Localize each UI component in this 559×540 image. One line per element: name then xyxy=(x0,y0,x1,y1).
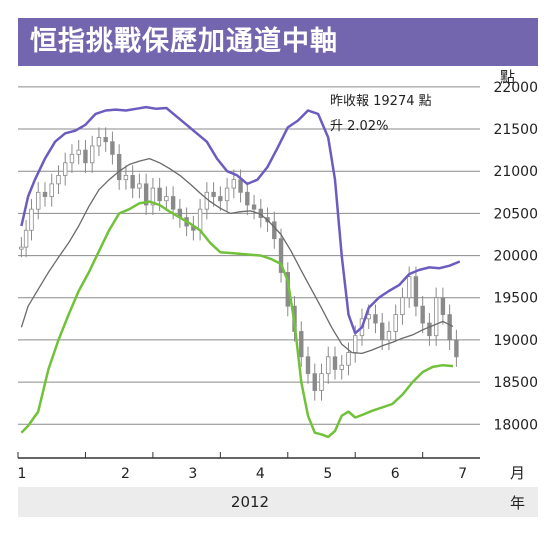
candle-body xyxy=(211,191,216,197)
candle-body xyxy=(278,238,284,273)
y-tick-label: 18000 xyxy=(493,417,538,433)
candle-body xyxy=(312,373,317,391)
candle-body xyxy=(413,276,419,307)
candle-body xyxy=(56,175,61,185)
candle-body xyxy=(23,229,29,248)
candle-body xyxy=(110,141,115,155)
candle-body xyxy=(319,373,324,391)
y-tick-label: 22000 xyxy=(493,80,538,96)
candle-body xyxy=(96,137,102,147)
chart-title: 恒指挑戰保歷加通道中軸 xyxy=(18,18,538,66)
candle-body xyxy=(49,183,54,197)
candle-body xyxy=(454,339,459,358)
x-unit-month: 月 xyxy=(510,464,525,482)
x-unit-year: 年 xyxy=(510,494,525,512)
candle-body xyxy=(116,153,122,181)
candle-body xyxy=(433,297,439,337)
candle-body xyxy=(29,208,34,231)
candle-body xyxy=(83,149,88,164)
y-tick-label: 21500 xyxy=(493,122,538,138)
bollinger-bands xyxy=(20,105,461,439)
candle-body xyxy=(231,179,237,189)
candle-body xyxy=(238,179,243,193)
annotation-close: 昨收報 19274 點 xyxy=(330,94,432,109)
candle-body xyxy=(346,352,351,366)
candle-body xyxy=(386,331,392,341)
x-tick-label: 3 xyxy=(188,466,197,482)
y-tick-label: 19000 xyxy=(493,333,538,349)
candle-body xyxy=(76,149,81,155)
candle-body xyxy=(420,305,425,324)
candle-body xyxy=(123,175,129,181)
x-tick-label: 2 xyxy=(121,466,130,482)
y-tick-label: 19500 xyxy=(493,291,538,307)
x-tick-label: 6 xyxy=(391,466,400,482)
lower-band-line xyxy=(20,200,454,439)
x-tick-label: 1 xyxy=(18,466,27,482)
axis-labels: 18000 18500 19000 19500 20000 20500 21000 21500… xyxy=(18,80,538,482)
candle-body xyxy=(427,322,432,337)
y-tick-label: 20000 xyxy=(493,249,538,265)
annotation-change: 升 2.02% xyxy=(330,119,388,134)
candle-body xyxy=(332,356,338,370)
candle-body xyxy=(447,314,452,341)
x-tick-label: 7 xyxy=(458,466,467,482)
y-tick-label: 18500 xyxy=(493,375,538,391)
y-tick-label: 20500 xyxy=(493,206,538,222)
candle-body xyxy=(42,191,48,197)
candlesticks xyxy=(19,127,459,401)
candle-body xyxy=(406,276,412,299)
candle-body xyxy=(197,208,203,231)
y-tick-label: 21000 xyxy=(493,164,538,180)
middle-band-line xyxy=(20,157,454,355)
candle-body xyxy=(305,356,311,375)
year-label: 2012 xyxy=(231,493,269,511)
candle-body xyxy=(440,297,446,316)
candle-body xyxy=(89,145,95,164)
candle-body xyxy=(373,314,378,324)
candle-body xyxy=(400,297,405,316)
candle-body xyxy=(326,356,331,375)
candle-body xyxy=(339,364,344,370)
candle-body xyxy=(150,187,156,206)
candle-body xyxy=(143,183,149,206)
candle-body xyxy=(204,191,210,210)
candle-body xyxy=(272,221,277,240)
candle-body xyxy=(251,204,257,210)
y-unit-label: 點 xyxy=(500,68,515,86)
candle-body xyxy=(36,191,41,210)
candle-body xyxy=(157,187,162,202)
x-tick-label: 4 xyxy=(256,466,265,482)
candle-body xyxy=(69,153,75,164)
candle-body xyxy=(218,196,223,202)
candle-body xyxy=(245,191,250,206)
year-bar xyxy=(18,487,538,517)
candle-body xyxy=(170,196,176,210)
candle-body xyxy=(137,183,142,189)
candle-body xyxy=(164,196,169,202)
x-tick-label: 5 xyxy=(323,466,332,482)
candle-body xyxy=(130,175,135,189)
upper-band-line xyxy=(20,105,461,335)
candle-body xyxy=(353,335,358,353)
candle-body xyxy=(19,246,24,250)
candle-body xyxy=(63,162,68,176)
candle-body xyxy=(393,314,398,332)
candle-body xyxy=(224,187,230,202)
candle-body xyxy=(380,322,385,341)
candle-body xyxy=(103,137,108,143)
candle-body xyxy=(299,331,304,358)
